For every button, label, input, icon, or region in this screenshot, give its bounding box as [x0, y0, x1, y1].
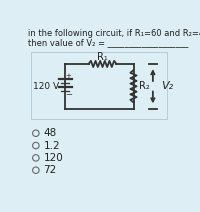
Text: +: +: [65, 73, 71, 79]
Text: −: −: [65, 90, 72, 99]
FancyBboxPatch shape: [31, 52, 167, 119]
Text: 48: 48: [44, 128, 57, 138]
Text: then value of V₂ = ___________________: then value of V₂ = ___________________: [28, 38, 188, 47]
Text: 72: 72: [44, 165, 57, 175]
Circle shape: [33, 130, 39, 137]
Circle shape: [33, 167, 39, 173]
Text: 120 V: 120 V: [33, 82, 59, 91]
Text: in the following circuit, if R₁=60 and R₂=40,: in the following circuit, if R₁=60 and R…: [28, 29, 200, 38]
Text: R₁: R₁: [97, 52, 108, 62]
Text: 1.2: 1.2: [44, 141, 60, 151]
Text: 120: 120: [44, 153, 63, 163]
Text: V₂: V₂: [161, 81, 173, 91]
Text: R₂: R₂: [139, 81, 150, 91]
Circle shape: [33, 142, 39, 149]
Circle shape: [33, 155, 39, 161]
